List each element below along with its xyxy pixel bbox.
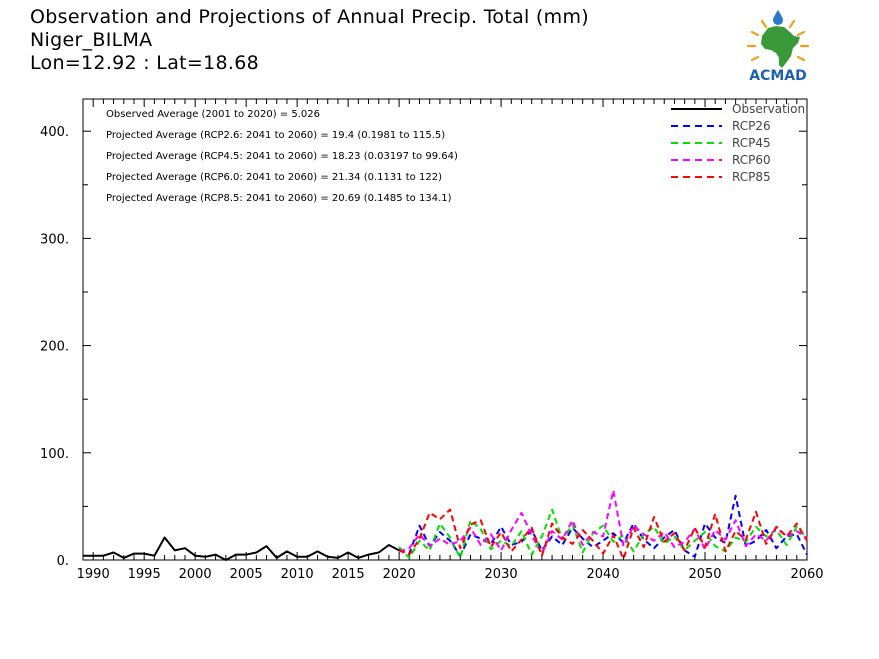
average-annotation: Projected Average (RCP8.5: 2041 to 2060)… bbox=[106, 193, 452, 204]
series-line-observation bbox=[83, 536, 400, 561]
x-tick-label: 2020 bbox=[383, 567, 416, 582]
x-tick-label: 1995 bbox=[128, 567, 161, 582]
legend-entry: RCP85 bbox=[732, 170, 771, 184]
y-tick-label: 200. bbox=[40, 340, 69, 355]
plot-frame bbox=[82, 98, 808, 561]
chart-title-block: Observation and Projections of Annual Pr… bbox=[30, 6, 589, 75]
x-tick-label: 2030 bbox=[485, 567, 518, 582]
x-tick-label: 2015 bbox=[332, 567, 365, 582]
x-tick-label: 2000 bbox=[179, 567, 212, 582]
average-annotation: Projected Average (RCP2.6: 2041 to 2060)… bbox=[106, 130, 445, 141]
legend-entry: Observation bbox=[732, 102, 805, 116]
x-tick-label: 2010 bbox=[281, 567, 314, 582]
y-tick-label: 0. bbox=[57, 554, 69, 569]
x-tick-label: 2060 bbox=[790, 567, 823, 582]
logo-text: ACMAD bbox=[749, 68, 807, 84]
x-tick-label: 1990 bbox=[77, 567, 110, 582]
y-tick-label: 100. bbox=[40, 447, 69, 462]
x-tick-label: 2050 bbox=[688, 567, 721, 582]
station-name: Niger_BILMA bbox=[30, 29, 153, 51]
africa-map-icon bbox=[761, 26, 800, 68]
y-tick-label: 300. bbox=[40, 232, 69, 247]
series-line-rcp85 bbox=[398, 508, 808, 560]
acmad-logo: ACMAD bbox=[746, 10, 810, 84]
legend-entry: RCP60 bbox=[732, 153, 771, 167]
legend-entry: RCP26 bbox=[732, 119, 771, 133]
average-annotation: Observed Average (2001 to 2020) = 5.026 bbox=[106, 109, 320, 120]
legend-entry: RCP45 bbox=[732, 136, 771, 150]
x-tick-label: 2005 bbox=[230, 567, 263, 582]
y-tick-label: 400. bbox=[40, 125, 69, 140]
series-line-rcp26 bbox=[398, 494, 808, 558]
average-annotation: Projected Average (RCP6.0: 2041 to 2060)… bbox=[106, 172, 442, 183]
water-drop-icon bbox=[773, 10, 783, 25]
average-annotation: Projected Average (RCP4.5: 2041 to 2060)… bbox=[106, 151, 458, 162]
chart-title: Observation and Projections of Annual Pr… bbox=[30, 6, 589, 28]
station-coordinates: Lon=12.92 : Lat=18.68 bbox=[30, 52, 260, 74]
x-tick-label: 2040 bbox=[587, 567, 620, 582]
